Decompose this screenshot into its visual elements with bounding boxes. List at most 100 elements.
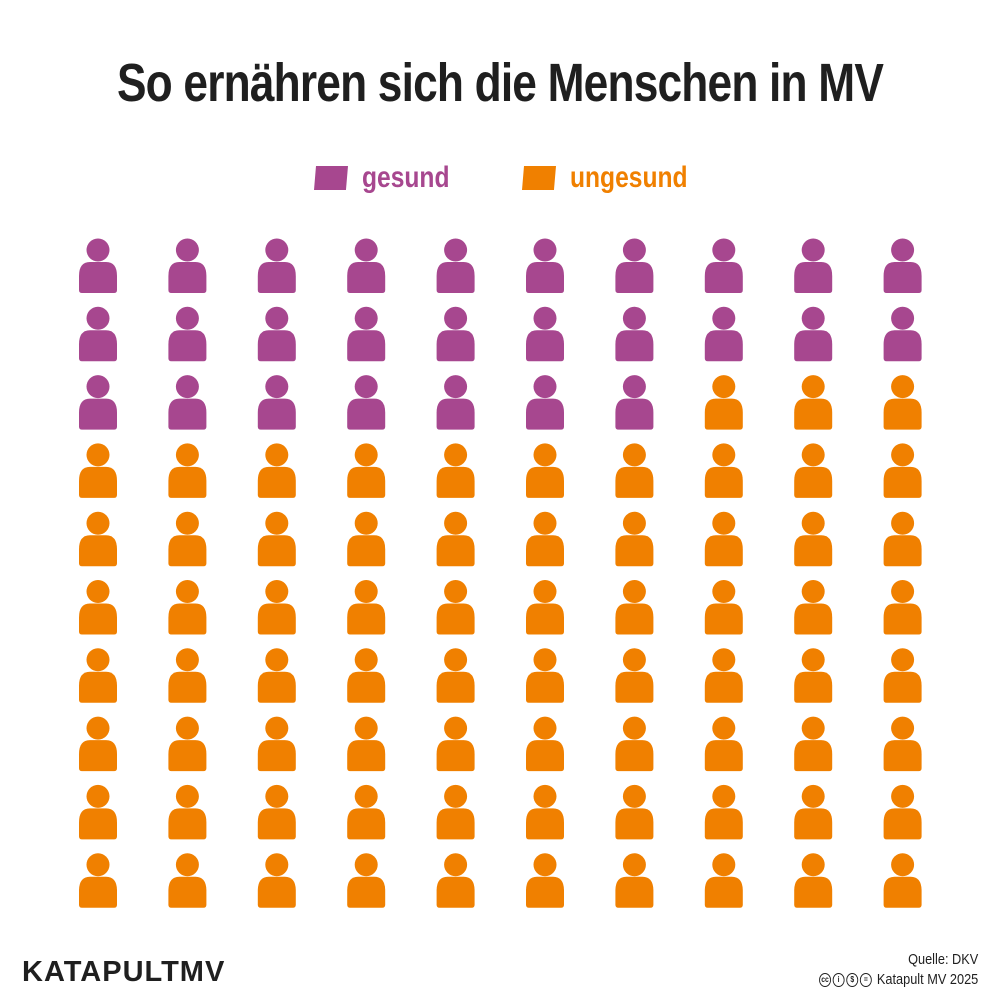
person-icon-gesund (436, 238, 475, 293)
person-icon-ungesund (168, 784, 207, 840)
source-block: Quelle: DKV cc i $ = Katapult MV 2025 (817, 950, 978, 990)
person-icon-ungesund (257, 580, 296, 635)
person-icon-ungesund (436, 648, 475, 703)
person-icon-ungesund (257, 443, 296, 498)
person-head (444, 580, 468, 603)
person-head (175, 784, 199, 808)
person-icon-ungesund (704, 511, 743, 567)
person-icon-ungesund (168, 511, 207, 567)
person-icon-ungesund (526, 648, 564, 703)
person-body (257, 740, 296, 772)
person-body (436, 808, 475, 840)
person-icon-ungesund (615, 443, 654, 498)
person-head (444, 716, 468, 740)
person-head (175, 443, 199, 467)
person-body (436, 535, 475, 567)
person-body (79, 876, 117, 908)
person-body (615, 466, 654, 498)
person-body (436, 671, 475, 703)
license-icons: cc i $ = (817, 973, 872, 987)
person-icon-gesund (883, 306, 922, 362)
person-icon-gesund (526, 375, 564, 430)
person-head (354, 238, 378, 262)
person-icon-ungesund (347, 511, 386, 567)
person-icon-gesund (347, 306, 386, 362)
person-head (801, 648, 825, 672)
person-icon-gesund (615, 306, 654, 362)
person-icon-ungesund (794, 443, 833, 498)
person-body (526, 330, 564, 362)
person-body (257, 671, 296, 703)
person-body (704, 603, 743, 635)
person-icon-gesund (794, 238, 833, 293)
person-icon-ungesund (168, 443, 207, 498)
person-head (444, 238, 468, 262)
person-icon-ungesund (704, 443, 743, 498)
person-body (347, 808, 386, 840)
person-body (704, 398, 743, 430)
person-head (86, 853, 110, 877)
person-head (444, 375, 468, 399)
person-head (533, 306, 557, 330)
person-body (79, 262, 117, 293)
person-body (79, 398, 117, 430)
person-icon-gesund (257, 238, 296, 293)
person-head (354, 306, 378, 330)
person-icon-ungesund (794, 511, 833, 567)
person-body (615, 535, 654, 567)
person-icon-gesund (526, 306, 564, 362)
person-body (704, 262, 743, 293)
person-head (712, 443, 736, 467)
person-body (257, 876, 296, 908)
person-head (444, 306, 468, 330)
person-icon-ungesund (704, 375, 743, 430)
person-head (622, 511, 646, 535)
person-icon-ungesund (615, 648, 654, 703)
person-body (794, 808, 833, 840)
person-head (175, 716, 199, 740)
person-body (168, 671, 207, 703)
person-body (347, 466, 386, 498)
person-body (794, 535, 833, 567)
person-head (801, 580, 825, 603)
person-body (257, 466, 296, 498)
person-icon-ungesund (436, 580, 475, 635)
person-body (347, 398, 386, 430)
person-body (347, 535, 386, 567)
person-icon-ungesund (347, 784, 386, 840)
person-icon-ungesund (79, 853, 117, 908)
person-icon-ungesund (883, 511, 922, 567)
person-body (615, 671, 654, 703)
person-icon-ungesund (615, 853, 654, 908)
person-body (168, 262, 207, 293)
person-icon-ungesund (257, 716, 296, 772)
person-body (436, 876, 475, 908)
person-icon-gesund (347, 375, 386, 430)
person-head (354, 716, 378, 740)
person-body (436, 398, 475, 430)
person-head (265, 853, 289, 877)
person-icon-ungesund (257, 853, 296, 908)
nd-icon: = (859, 973, 872, 987)
person-icon-ungesund (883, 648, 922, 703)
person-body (347, 740, 386, 772)
person-head (175, 306, 199, 330)
person-icon-ungesund (704, 580, 743, 635)
person-head (265, 784, 289, 808)
person-icon-gesund (79, 238, 117, 293)
person-body (168, 466, 207, 498)
person-body (794, 876, 833, 908)
person-head (265, 375, 289, 399)
person-head (533, 443, 557, 467)
person-body (526, 262, 564, 293)
person-body (79, 466, 117, 498)
person-icon-gesund (168, 238, 207, 293)
person-head (354, 648, 378, 672)
person-head (86, 648, 110, 672)
person-icon-gesund (436, 306, 475, 362)
credit-text: Katapult MV 2025 (876, 971, 978, 988)
legend-item-gesund: gesund (314, 158, 469, 198)
person-icon-gesund (526, 238, 564, 293)
person-head (712, 306, 736, 330)
person-head (265, 716, 289, 740)
